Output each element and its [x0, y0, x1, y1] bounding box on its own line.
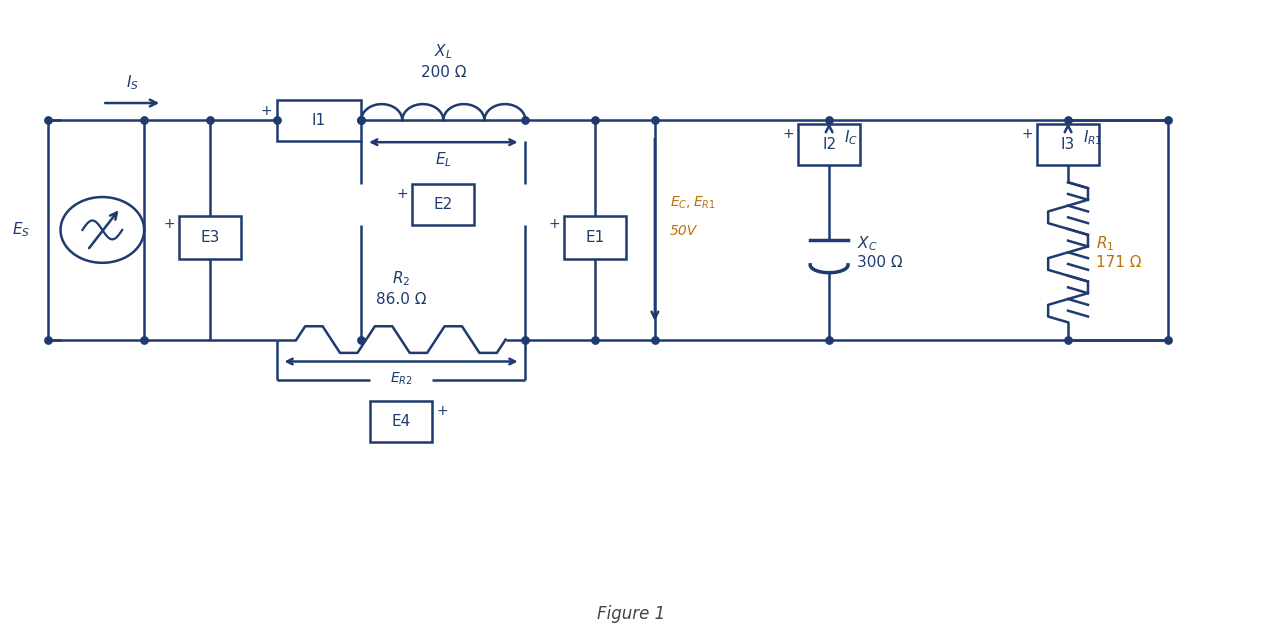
Bar [276, 100, 361, 141]
Text: +: + [261, 104, 273, 118]
Text: I1: I1 [312, 113, 326, 128]
Point [1157, 115, 1177, 125]
Text: $E_C, E_{R1}$: $E_C, E_{R1}$ [670, 195, 716, 211]
Point [819, 335, 839, 345]
Point [515, 335, 535, 345]
Point [819, 115, 839, 125]
Point [645, 335, 665, 345]
Bar [564, 216, 626, 259]
Text: +: + [164, 217, 175, 230]
Bar [370, 401, 432, 442]
Point [586, 335, 606, 345]
Text: +: + [1021, 127, 1034, 141]
Text: +: + [437, 404, 448, 418]
Point [645, 115, 665, 125]
Text: +: + [782, 127, 794, 141]
Text: $E_{R2}$: $E_{R2}$ [390, 371, 413, 387]
Text: $E_L$: $E_L$ [435, 150, 452, 169]
Point [201, 115, 221, 125]
Point [1058, 115, 1078, 125]
Point [351, 115, 371, 125]
Text: $I_{R1}$: $I_{R1}$ [1083, 128, 1103, 147]
Text: I2: I2 [822, 137, 837, 152]
Point [351, 115, 371, 125]
Text: I3: I3 [1061, 137, 1075, 152]
Text: E2: E2 [434, 197, 453, 212]
Point [38, 115, 58, 125]
Point [38, 335, 58, 345]
Point [351, 335, 371, 345]
Text: +: + [549, 217, 560, 230]
Bar [413, 184, 475, 225]
Text: $R_2$
86.0 Ω: $R_2$ 86.0 Ω [376, 269, 427, 307]
Text: 50V: 50V [670, 225, 697, 239]
Text: +: + [396, 187, 409, 201]
Point [515, 115, 535, 125]
Text: Figure 1: Figure 1 [597, 605, 665, 623]
Text: E1: E1 [586, 230, 604, 245]
Point [1157, 335, 1177, 345]
Bar [179, 216, 241, 259]
Point [586, 115, 606, 125]
Bar [1037, 124, 1099, 165]
Text: $I_C$: $I_C$ [844, 128, 858, 147]
Text: $E_S$: $E_S$ [202, 221, 220, 239]
Point [266, 115, 286, 125]
Text: $X_C$
300 Ω: $X_C$ 300 Ω [857, 234, 902, 270]
Point [134, 115, 154, 125]
Text: $E_S$: $E_S$ [11, 221, 30, 239]
Text: E4: E4 [391, 414, 410, 429]
Text: E3: E3 [201, 230, 220, 245]
Text: $X_L$
200 Ω: $X_L$ 200 Ω [420, 42, 466, 79]
Point [134, 335, 154, 345]
Text: $R_1$
171 Ω: $R_1$ 171 Ω [1095, 234, 1141, 270]
Point [1058, 335, 1078, 345]
Bar [799, 124, 859, 165]
Text: $I_S$: $I_S$ [126, 74, 139, 92]
